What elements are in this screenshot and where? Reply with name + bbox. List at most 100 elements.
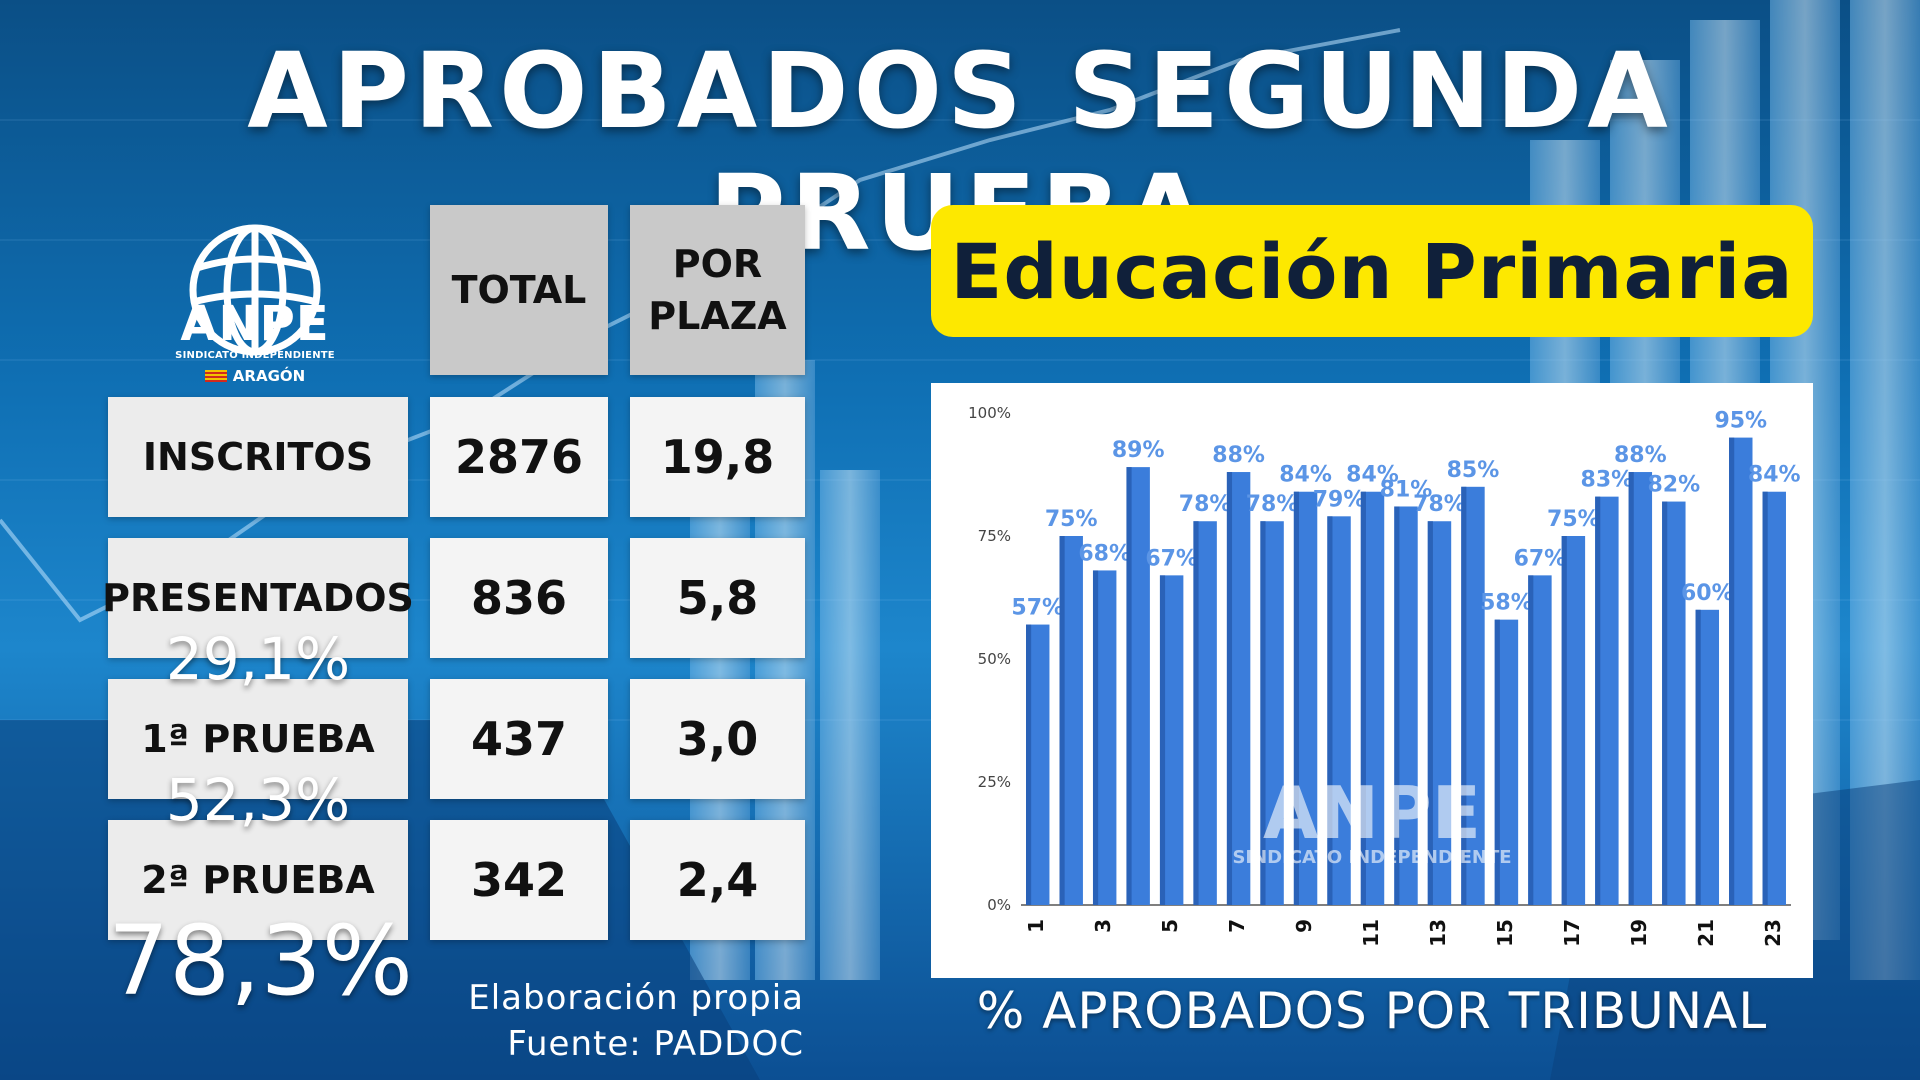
bar-shade: [1729, 437, 1735, 905]
row-label-primera-prueba: 1ª PRUEBA: [108, 679, 408, 799]
cell-presentados-total: 836: [430, 538, 608, 658]
bar-shade: [1595, 496, 1601, 905]
y-tick-label: 50%: [978, 650, 1011, 668]
chart-caption: % APROBADOS POR TRIBUNAL: [976, 982, 1768, 1040]
cell-inscritos-total: 2876: [430, 397, 608, 517]
cell-presentados-per-place: 5,8: [630, 538, 805, 658]
bar-shade: [1226, 472, 1233, 905]
logo-text: ANPE SINDICATO INDEPENDIENTE ARAGÓN: [160, 300, 350, 385]
bar: [1394, 506, 1418, 905]
bar-shade: [1461, 486, 1467, 905]
bar-shade: [1193, 521, 1199, 905]
credit-elaboration: Elaboración propia: [468, 978, 804, 1018]
bar-shade: [1026, 624, 1032, 905]
bar-shade: [1360, 491, 1366, 905]
data-label: 78%: [1246, 492, 1299, 517]
bar: [1595, 496, 1619, 905]
bar: [1059, 536, 1083, 905]
x-tick-label: 9: [1292, 919, 1316, 933]
data-label: 84%: [1748, 463, 1801, 488]
bar-shade: [1394, 506, 1400, 905]
pct-primera-prueba: 52,3%: [165, 766, 351, 834]
bar: [1662, 501, 1686, 905]
bar: [1628, 472, 1653, 905]
bar: [1193, 521, 1217, 905]
bar: [1561, 536, 1586, 905]
data-label: 82%: [1647, 473, 1700, 498]
bar: [1126, 467, 1150, 905]
bar-shade: [1628, 472, 1634, 905]
x-tick-label: 17: [1560, 919, 1584, 947]
bar-shade: [1059, 536, 1065, 905]
cell-primera-prueba-per-place: 3,0: [630, 679, 805, 799]
x-tick-label: 11: [1359, 919, 1383, 947]
data-label: 67%: [1145, 546, 1198, 571]
credit-source: Fuente: PADDOC: [507, 1024, 804, 1064]
column-header-total: TOTAL: [430, 205, 608, 375]
bar: [1360, 491, 1385, 905]
bar-shade: [1561, 536, 1567, 905]
column-header-per-place: POR PLAZA: [630, 205, 805, 375]
bar-shade: [1528, 575, 1534, 905]
data-label: 95%: [1714, 409, 1767, 434]
data-label: 81%: [1380, 477, 1433, 502]
row-label-segunda-prueba: 2ª PRUEBA: [108, 820, 408, 940]
data-label: 75%: [1547, 507, 1600, 532]
cell-segunda-prueba-per-place: 2,4: [630, 820, 805, 940]
data-label: 57%: [1011, 596, 1064, 621]
row-label-inscritos: INSCRITOS: [108, 397, 408, 517]
bar: [1729, 437, 1753, 905]
data-label: 79%: [1313, 487, 1366, 512]
data-label: 78%: [1413, 492, 1466, 517]
x-tick-label: 15: [1493, 919, 1517, 947]
cell-inscritos-per-place: 19,8: [630, 397, 805, 517]
data-label: 58%: [1480, 591, 1533, 616]
bar-shade: [1494, 619, 1500, 905]
bar: [1762, 491, 1786, 905]
aragon-flag-icon: [204, 370, 227, 382]
bar-shade: [1762, 491, 1768, 905]
x-tick-label: 7: [1225, 919, 1249, 933]
bar: [1528, 575, 1552, 905]
bar: [1226, 472, 1251, 905]
x-tick-label: 13: [1426, 919, 1450, 947]
logo-tagline: SINDICATO INDEPENDIENTE: [175, 350, 335, 361]
watermark-tagline: SINDICATO INDEPENDIENTE: [1232, 847, 1511, 868]
bar: [1293, 491, 1318, 905]
x-tick-label: 3: [1091, 919, 1115, 933]
x-tick-label: 23: [1761, 919, 1785, 947]
bar: [1260, 521, 1284, 905]
subtitle-text: Educación Primaria: [950, 226, 1794, 316]
row-label-presentados: PRESENTADOS: [102, 538, 414, 658]
cell-segunda-prueba-total: 342: [430, 820, 608, 940]
x-tick-label: 19: [1627, 919, 1651, 947]
data-label: 78%: [1179, 492, 1232, 517]
bar: [1461, 486, 1485, 905]
chart-panel: 0% 25% 50% 75% 100% 57% 75% 68% 89% 67% 78% 88% 78% 8…: [931, 383, 1813, 978]
bar-shade: [1126, 467, 1132, 905]
logo-brand: ANPE: [180, 296, 330, 352]
bar-shade: [1260, 521, 1266, 905]
bar: [1327, 516, 1351, 905]
bar-shade: [1092, 570, 1099, 905]
data-label: 84%: [1346, 463, 1399, 488]
x-tick-label: 21: [1694, 919, 1718, 947]
bar-chart: 0%25%50%75%100%57%75%68%89%67%78%88%78%8…: [968, 404, 1801, 947]
y-tick-label: 100%: [968, 404, 1011, 422]
bar-shade: [1159, 575, 1166, 905]
bar: [1494, 619, 1519, 905]
y-tick-label: 0%: [987, 896, 1011, 914]
bar: [1427, 521, 1452, 905]
watermark-brand: ANPE: [1263, 771, 1481, 855]
data-label: 83%: [1581, 468, 1634, 493]
bar: [1026, 624, 1050, 905]
bar-shade: [1695, 609, 1701, 905]
subtitle-banner: Educación Primaria: [931, 205, 1813, 337]
bar-shade: [1293, 491, 1300, 905]
y-tick-label: 75%: [978, 527, 1011, 545]
bar: [1092, 570, 1117, 905]
data-label: 88%: [1212, 443, 1265, 468]
data-label: 75%: [1045, 507, 1098, 532]
bar-shade: [1662, 501, 1668, 905]
logo-region-label: ARAGÓN: [232, 367, 306, 385]
